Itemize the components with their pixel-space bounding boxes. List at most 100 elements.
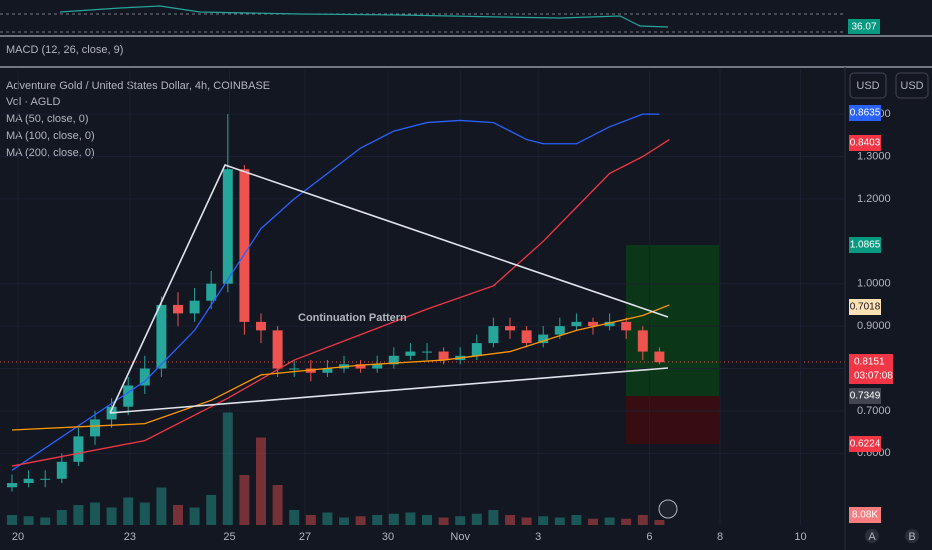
volume-bar [388, 513, 399, 525]
rsi-tag: 36.07 [848, 19, 880, 34]
symbol-label: Adventure Gold / United States Dollar, 4… [6, 80, 270, 92]
tag-text: 0.8635 [850, 108, 881, 119]
legend-item: Vol · AGLD [6, 96, 60, 108]
volume-bar [505, 515, 515, 525]
candle-body [388, 355, 399, 365]
volume-bar [239, 475, 250, 525]
candle-body [139, 368, 150, 386]
candle-body [73, 436, 84, 462]
x-tick-label: 25 [223, 531, 235, 543]
candle-body [488, 326, 499, 344]
candle-body [637, 330, 648, 352]
tag-text: 03:07:08 [854, 371, 893, 382]
trend-line [109, 164, 669, 414]
tag-text: 0.7018 [850, 302, 881, 313]
tag-text: 1.0865 [850, 240, 881, 251]
volume-bar [455, 516, 466, 525]
candle-body [322, 368, 333, 373]
y-tick-label: 0.9000 [857, 320, 891, 332]
currency-text[interactable]: USD [900, 80, 923, 92]
volume-bar [538, 516, 549, 525]
candle-body [239, 169, 250, 322]
candle-body [588, 321, 598, 327]
x-tick-label: 3 [535, 531, 541, 543]
volume-bar [156, 487, 167, 525]
x-tick-label: Nov [450, 531, 470, 543]
volume-bar [571, 515, 582, 525]
volume-bar [139, 502, 150, 525]
volume-bar [654, 520, 665, 525]
currency-button[interactable]: USD [849, 72, 887, 99]
volume-bar [322, 512, 333, 525]
candle-body [521, 330, 532, 344]
rsi-line [59, 5, 669, 28]
currency-button[interactable]: USD [895, 72, 929, 99]
candle-body [56, 461, 67, 479]
volume-bar [189, 507, 200, 525]
legend-item: MA (100, close, 0) [6, 130, 95, 142]
price-tag: 0.7349 [849, 388, 881, 404]
rsi-value: 36.07 [851, 22, 876, 33]
volume-bar [23, 516, 34, 525]
volume-bar [256, 437, 266, 525]
price-tag: 0.8403 [849, 135, 881, 151]
candle-body [173, 304, 183, 314]
volume-bar [90, 502, 100, 525]
ma-line [11, 113, 660, 471]
candle-body [422, 351, 432, 353]
trend-line [109, 367, 669, 414]
annotation: Continuation Pattern [298, 312, 407, 324]
volume-bar [471, 513, 482, 525]
x-tick-label: 6 [646, 531, 652, 543]
volume-bar [372, 515, 383, 525]
candle-body [571, 321, 582, 327]
x-tick-label: 27 [299, 531, 311, 543]
volume-bar [272, 485, 283, 525]
volume-bar [588, 518, 598, 525]
profit-zone [626, 245, 719, 396]
x-tick-label: 10 [794, 531, 806, 543]
volume-bar [222, 412, 233, 525]
x-tick-label: 30 [382, 531, 394, 543]
candle-body [189, 300, 200, 314]
volume-bar [488, 510, 499, 525]
candle-body [604, 321, 615, 327]
volume-bar [40, 517, 51, 525]
volume-bar [422, 515, 432, 525]
macd-label: MACD (12, 26, close, 9) [6, 44, 123, 56]
tag-text: 8.08K [852, 510, 878, 521]
candle-body [538, 334, 549, 344]
price-tag: 0.6224 [849, 436, 881, 452]
volume-bar [355, 516, 366, 525]
volume-bar [56, 510, 67, 525]
volume-bar [521, 517, 532, 525]
candle-body [156, 304, 167, 369]
flash-icon[interactable] [658, 499, 678, 519]
axis-button[interactable]: A [865, 529, 879, 543]
volume-bar [604, 517, 615, 525]
volume-bar [305, 515, 316, 525]
candle-body [206, 283, 217, 301]
y-tick-label: 1.3000 [857, 150, 891, 162]
volume-bar [106, 507, 117, 525]
candle-body [256, 321, 266, 331]
volume-bar [206, 495, 217, 525]
volume-bar [637, 515, 648, 525]
x-tick-label: 8 [717, 531, 723, 543]
volume-bar [73, 505, 84, 525]
price-tag: 0.8151 03:07:08 [849, 354, 893, 384]
candle-body [621, 321, 632, 331]
ma-line [11, 304, 670, 431]
tag-text: 0.8151 [854, 357, 885, 368]
currency-text[interactable]: USD [856, 80, 879, 92]
legend-item: MA (50, close, 0) [6, 113, 89, 125]
candle-body [471, 343, 482, 356]
tag-text: A [868, 531, 876, 543]
price-tag: 1.0865 [849, 237, 881, 253]
tag-text: B [908, 531, 915, 543]
volume-bar [621, 518, 632, 525]
volume-bar [289, 510, 300, 525]
axis-button[interactable]: B [905, 529, 919, 543]
